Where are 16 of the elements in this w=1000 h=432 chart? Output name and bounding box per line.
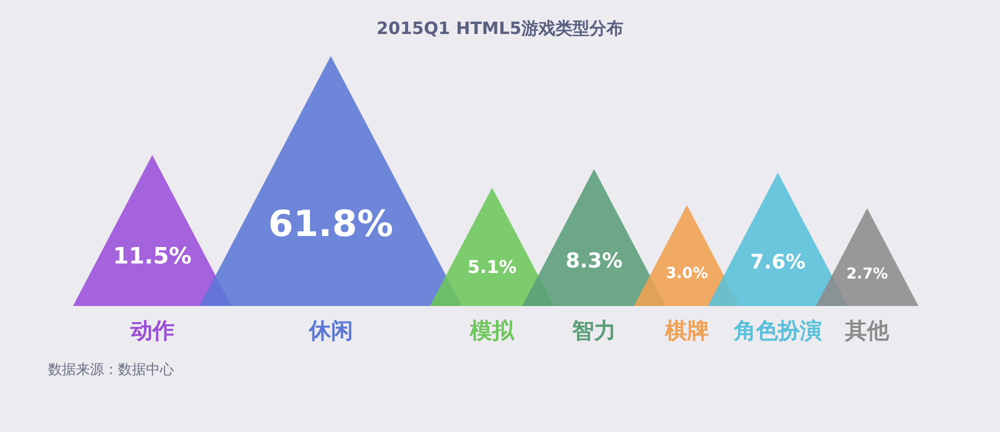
data-label: 61.8% <box>268 204 394 245</box>
category-label: 其他 <box>844 319 890 344</box>
category-label: 角色扮演 <box>732 318 822 344</box>
data-label: 7.6% <box>750 250 806 274</box>
category-label: 动作 <box>129 319 174 344</box>
data-label: 3.0% <box>666 264 708 282</box>
source-note: 数据来源：数据中心 <box>48 362 174 378</box>
category-label: 棋牌 <box>664 319 709 344</box>
text: 2015Q1 HTML5游戏类型分布 <box>376 19 624 39</box>
category-label: 智力 <box>571 319 616 344</box>
data-label: 5.1% <box>468 258 517 278</box>
data-label: 11.5% <box>113 244 192 270</box>
data-label: 8.3% <box>566 248 623 273</box>
category-label: 休闲 <box>308 319 353 344</box>
data-label: 2.7% <box>846 264 888 283</box>
category-label: 模拟 <box>469 318 516 344</box>
